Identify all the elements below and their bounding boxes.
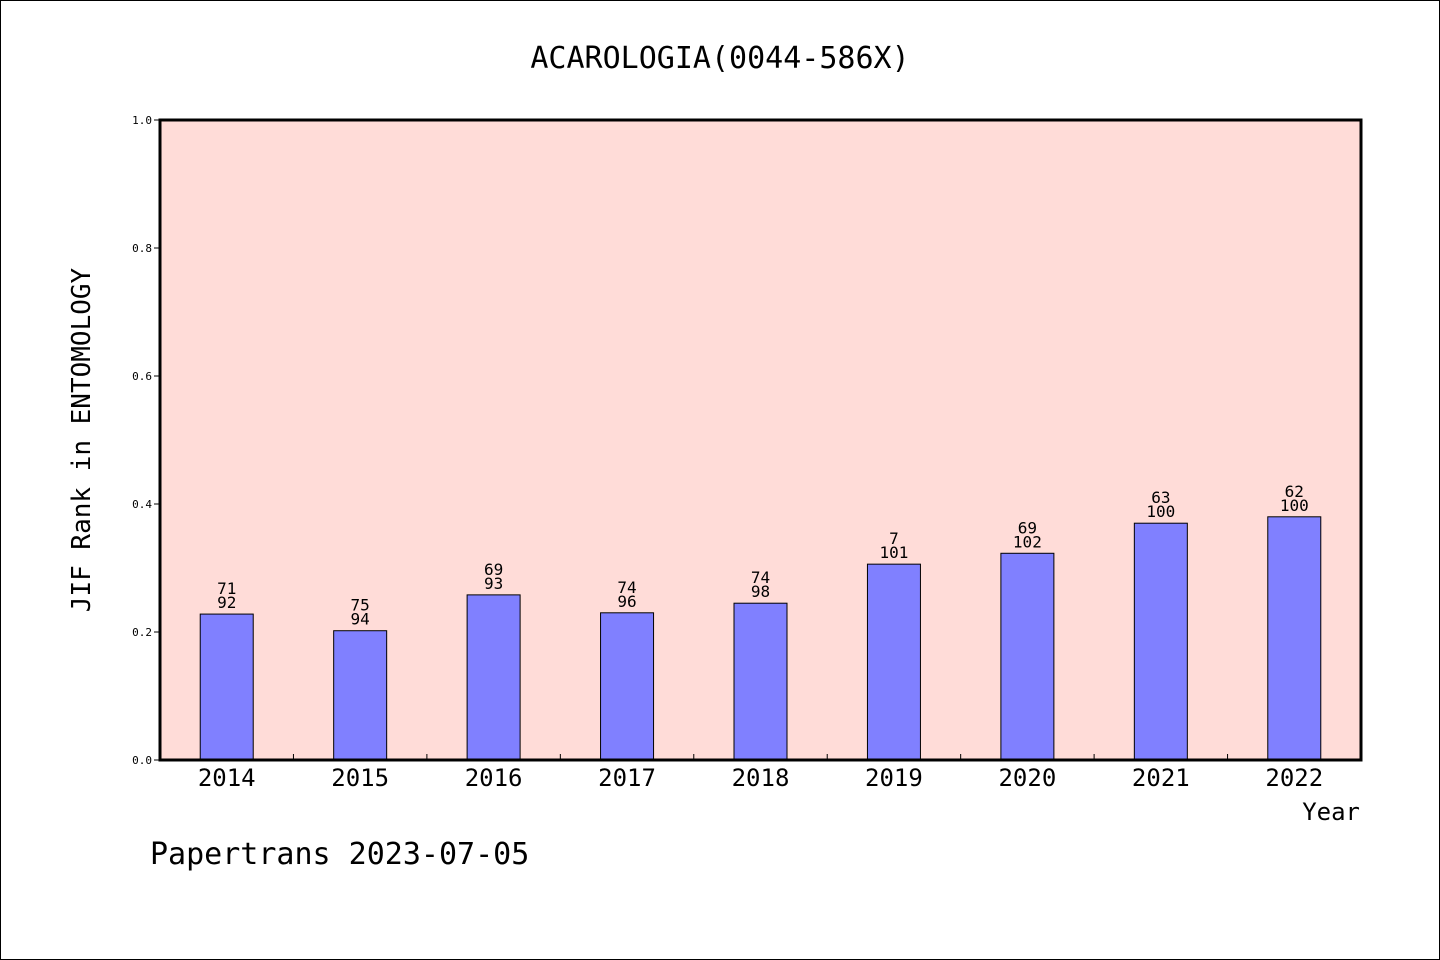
x-tick-label: 2016 xyxy=(465,764,523,792)
x-tick-label: 2018 xyxy=(732,764,790,792)
data-label-bottom: 100 xyxy=(1280,496,1309,515)
plot-border xyxy=(158,118,1363,762)
bar-2015 xyxy=(333,630,388,761)
data-label-bottom: 100 xyxy=(1146,502,1175,521)
data-label-top: 7 xyxy=(889,529,899,548)
y-tick-label: 0.8 xyxy=(132,242,152,255)
x-tick-label: 2021 xyxy=(1132,764,1190,792)
data-label-bottom: 102 xyxy=(1013,532,1042,551)
x-tick-label: 2014 xyxy=(198,764,256,792)
chart-title: ACAROLOGIA(0044-586X) xyxy=(530,41,909,76)
x-tick-label: 2019 xyxy=(865,764,923,792)
data-label-bottom: 92 xyxy=(217,593,236,612)
bar-2021 xyxy=(1133,522,1188,761)
data-label-top: 74 xyxy=(617,578,636,597)
data-label-bottom: 96 xyxy=(617,592,636,611)
bar-2017 xyxy=(600,612,655,761)
data-label-bottom: 94 xyxy=(351,610,370,629)
bar-2016 xyxy=(466,594,521,761)
data-label-bottom: 93 xyxy=(484,574,503,593)
bar-2019 xyxy=(866,563,921,761)
bar-2022 xyxy=(1267,516,1322,761)
data-label-top: 71 xyxy=(217,579,236,598)
x-tick-label: 2022 xyxy=(1265,764,1323,792)
footer-credit: Papertrans 2023-07-05 xyxy=(150,837,529,872)
x-tick-label: 2017 xyxy=(598,764,656,792)
data-label-bottom: 98 xyxy=(751,582,770,601)
x-tick-label: 2015 xyxy=(331,764,389,792)
y-tick-label: 0.2 xyxy=(132,626,152,639)
bar-2014 xyxy=(199,613,254,761)
data-label-top: 63 xyxy=(1151,488,1170,507)
y-tick-label: 1.0 xyxy=(132,114,152,127)
y-tick-label: 0.4 xyxy=(132,498,152,511)
data-label-top: 75 xyxy=(351,596,370,615)
data-label-top: 69 xyxy=(484,560,503,579)
bars-group xyxy=(199,516,1322,761)
bar-2018 xyxy=(733,602,788,761)
data-label-bottom: 101 xyxy=(879,543,908,562)
x-tick-label: 2020 xyxy=(998,764,1056,792)
x-axis-label: Year xyxy=(1302,798,1360,826)
data-label-top: 69 xyxy=(1018,518,1037,537)
y-tick-label: 0.6 xyxy=(132,370,152,383)
bar-2020 xyxy=(1000,552,1055,761)
data-label-top: 74 xyxy=(751,568,770,587)
data-label-top: 62 xyxy=(1285,482,1304,501)
y-tick-label: 0.0 xyxy=(132,754,152,767)
y-axis-label: JIF Rank in ENTOMOLOGY xyxy=(67,267,97,612)
ticks-group: 0.0 0.2 0.4 0.6 0.8 1.0 2014 2015 2016 2017 2018 20… xyxy=(132,114,1323,792)
